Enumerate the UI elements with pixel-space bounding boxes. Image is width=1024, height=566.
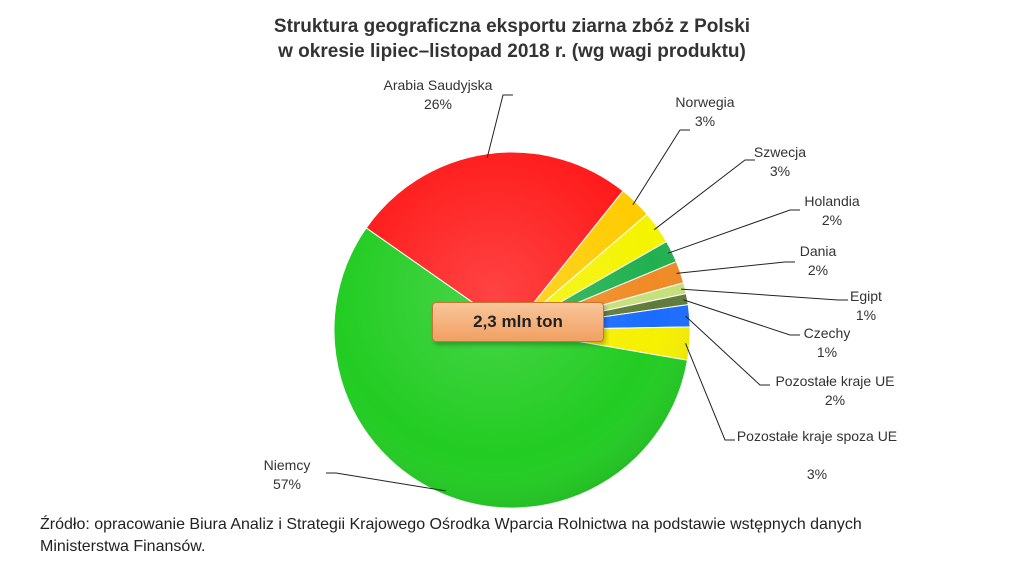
leader-line-niemcy	[326, 472, 446, 492]
leader-line-egipt	[681, 288, 848, 301]
slice-label-name: Norwegia	[675, 94, 734, 110]
leader-line-holandia	[667, 209, 800, 254]
slice-label-name: Arabia Saudyjska	[384, 77, 493, 93]
slice-label-value: 3%	[695, 113, 715, 129]
slice-label-name: Niemcy	[264, 457, 311, 473]
slice-label-name: Egipt	[850, 288, 882, 304]
slice-label-name: Szwecja	[754, 144, 806, 160]
leader-line-pozostałe-kraje-spoza-ue	[685, 343, 735, 441]
chart-title: Struktura geograficzna eksportu ziarna z…	[0, 14, 1024, 64]
leader-line-pozostałe-kraje-ue	[685, 315, 770, 386]
slice-label-name: Dania	[800, 243, 837, 259]
slice-label-name: Pozostałe kraje UE	[775, 373, 894, 389]
total-callout-text: 2,3 mln ton	[473, 312, 563, 331]
leader-line-czechy	[683, 299, 800, 336]
slice-label-name: Holandia	[804, 193, 859, 209]
leader-line-dania	[676, 261, 795, 274]
slice-label-value: 2%	[825, 392, 845, 408]
source-line2: Ministerstwa Finansów.	[40, 538, 206, 555]
chart-title-line2: w okresie lipiec–listopad 2018 r. (wg wa…	[278, 41, 746, 62]
slice-label-value: 1%	[817, 344, 837, 360]
slice-label-name: Pozostałe kraje spoza UE	[737, 428, 897, 444]
slice-label-value: 57%	[273, 476, 301, 492]
source-line1: Źródło: opracowanie Biura Analiz i Strat…	[40, 516, 862, 533]
slice-label-name: Czechy	[804, 325, 851, 341]
total-callout: 2,3 mln ton	[432, 302, 604, 342]
slice-label-value: 1%	[856, 307, 876, 323]
chart-title-line1: Struktura geograficzna eksportu ziarna z…	[273, 16, 751, 37]
leader-line-arabia-saudyjska	[486, 94, 513, 158]
slice-label-value: 26%	[424, 96, 452, 112]
slice-label-value: 2%	[822, 212, 842, 228]
leader-line-szwecja	[653, 159, 755, 231]
leader-line-norwegia	[632, 129, 690, 206]
slice-label-value: 3%	[807, 466, 827, 482]
slice-label-value: 3%	[770, 163, 790, 179]
source-note: Źródło: opracowanie Biura Analiz i Strat…	[40, 514, 1000, 558]
slice-label-value: 2%	[808, 262, 828, 278]
